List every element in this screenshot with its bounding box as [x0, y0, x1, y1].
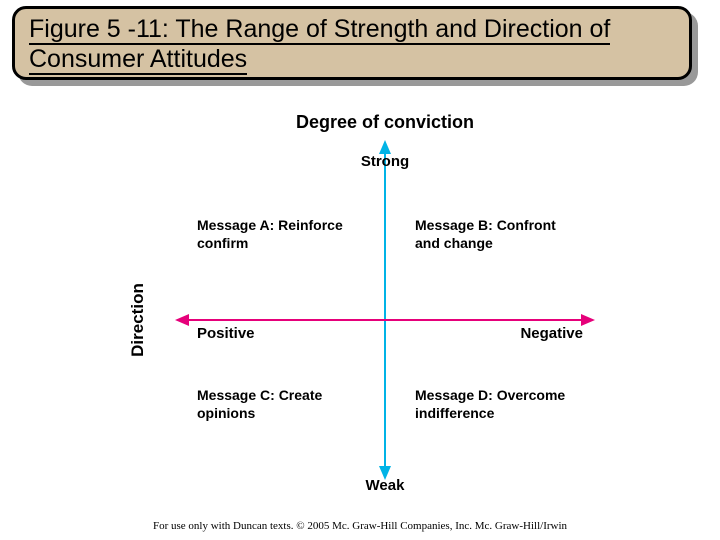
- horizontal-axis-arrow-left: [175, 314, 189, 326]
- quadrant-b-title: Message B: Confront: [415, 217, 556, 233]
- quadrant-diagram: Degree of conviction Strong Weak Positiv…: [125, 110, 625, 490]
- vertical-axis-title: Degree of conviction: [296, 112, 474, 132]
- title-box: Figure 5 -11: The Range of Strength and …: [12, 6, 692, 80]
- quadrant-c-title: Message C: Create: [197, 387, 322, 403]
- vertical-axis-top-label: Strong: [361, 153, 409, 170]
- horizontal-axis-right-label: Negative: [520, 325, 583, 342]
- quadrant-d-sub: indifference: [415, 405, 495, 421]
- quadrant-a-sub: confirm: [197, 235, 248, 251]
- horizontal-axis-title: Direction: [128, 283, 147, 357]
- vertical-axis-bottom-label: Weak: [366, 477, 406, 490]
- quadrant-a-title: Message A: Reinforce: [197, 217, 343, 233]
- quadrant-d-title: Message D: Overcome: [415, 387, 565, 403]
- horizontal-axis-left-label: Positive: [197, 325, 255, 342]
- horizontal-axis-arrow-right: [581, 314, 595, 326]
- quadrant-b-sub: and change: [415, 235, 493, 251]
- vertical-axis-arrow-top: [379, 140, 391, 154]
- copyright-footer: For use only with Duncan texts. © 2005 M…: [0, 520, 720, 532]
- quadrant-c-sub: opinions: [197, 405, 256, 421]
- figure-title: Figure 5 -11: The Range of Strength and …: [29, 15, 610, 75]
